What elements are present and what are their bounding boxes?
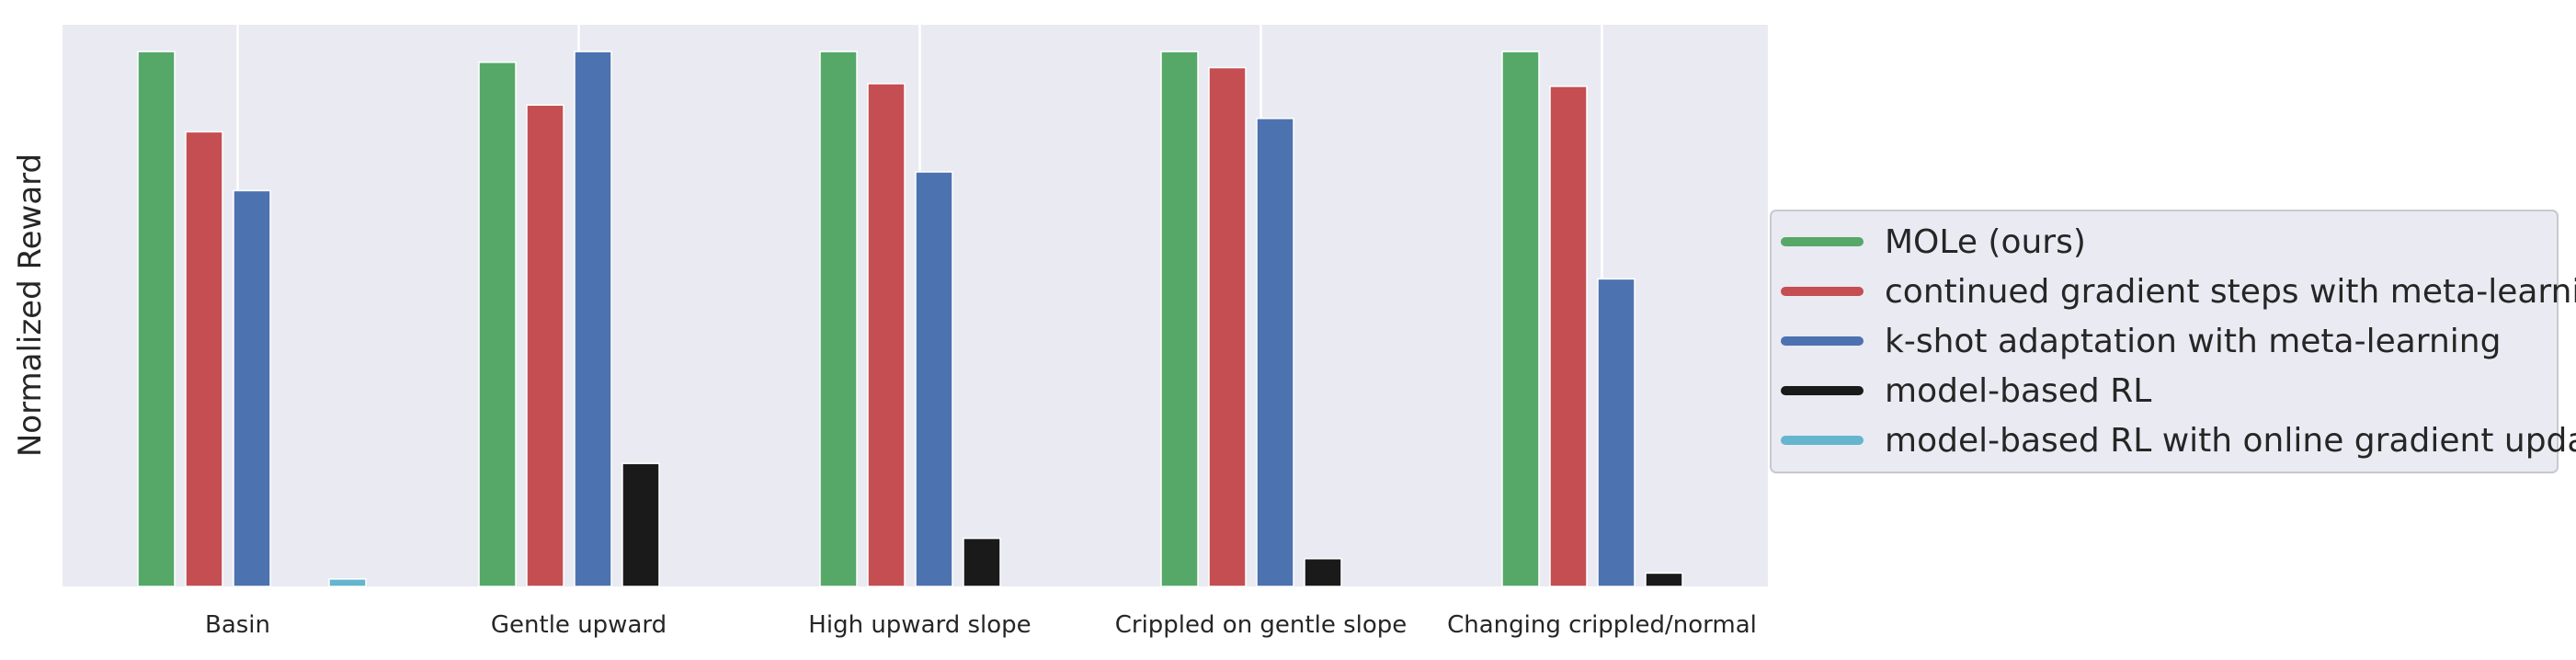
x-tick-label: Changing crippled/normal [1447, 611, 1757, 639]
bar [1256, 118, 1294, 587]
bar [819, 51, 858, 587]
bar [1645, 572, 1683, 587]
legend-frame [1770, 210, 2559, 473]
legend: MOLe (ours) continued gradient steps with… [1770, 210, 2576, 473]
bar [526, 104, 564, 587]
bar [478, 61, 517, 587]
bar [185, 131, 223, 587]
x-tick-label: High upward slope [808, 611, 1031, 639]
bar [1549, 85, 1588, 587]
bar [137, 51, 176, 587]
bar [915, 171, 953, 587]
bar [1501, 51, 1540, 587]
legend-label: model-based RL with online gradient upda… [1885, 422, 2576, 460]
x-tick-label: Basin [205, 611, 270, 639]
legend-label: k-shot adaptation with meta-learning [1885, 323, 2501, 360]
y-axis-label: Normalized Reward [12, 154, 49, 457]
bar [867, 83, 906, 587]
bar [963, 537, 1001, 587]
legend-label: continued gradient steps with meta-learn… [1885, 273, 2576, 311]
bar [1597, 278, 1636, 587]
bar [1208, 66, 1247, 587]
bar [1160, 51, 1199, 587]
legend-label: MOLe (ours) [1885, 223, 2086, 261]
bars [137, 51, 1683, 587]
x-tick-label: Crippled on gentle slope [1115, 611, 1408, 639]
bar [233, 189, 271, 587]
bar [1304, 557, 1342, 587]
bar [621, 462, 660, 587]
x-tick-labels: Basin Gentle upward High upward slope Cripp… [205, 611, 1757, 639]
bar [328, 578, 367, 587]
bar [574, 51, 612, 587]
x-tick-label: Gentle upward [491, 611, 667, 639]
legend-items: MOLe (ours) continued gradient steps with… [1781, 223, 2576, 460]
legend-label: model-based RL [1885, 372, 2151, 410]
